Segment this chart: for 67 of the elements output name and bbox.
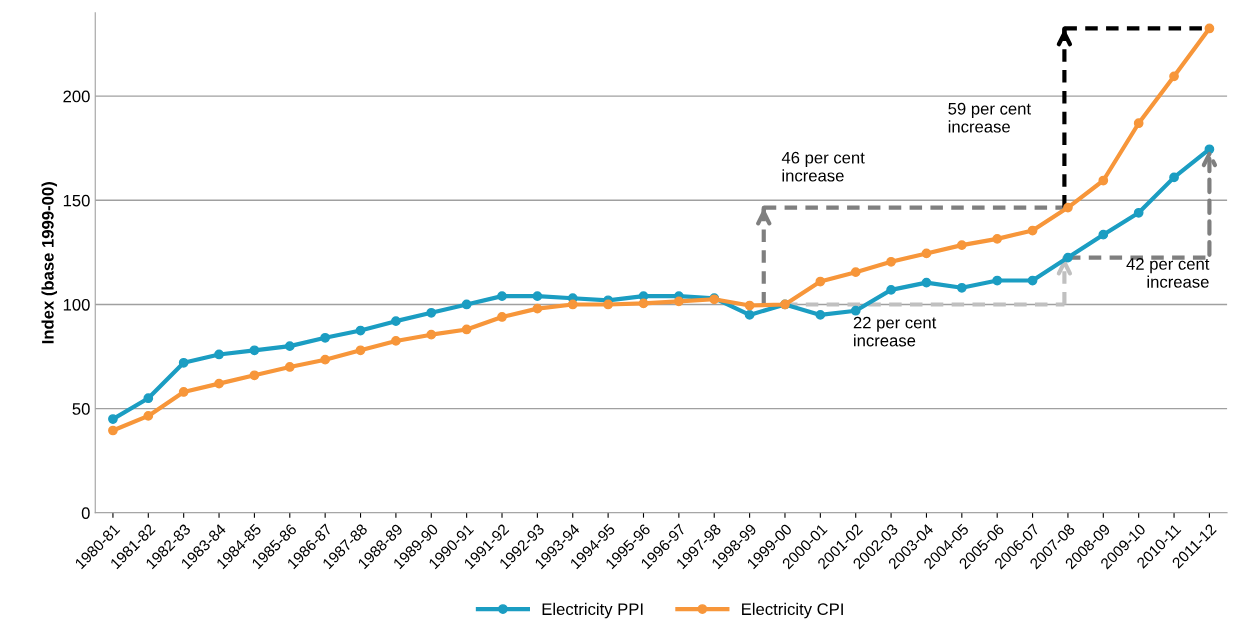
point (355, 345, 366, 356)
annotation: 46 per cent increase (781, 151, 865, 182)
point (532, 291, 543, 302)
point (143, 411, 154, 421)
legend-label: Electricity PPI (542, 602, 643, 619)
point (426, 307, 437, 318)
point (638, 298, 649, 309)
point (284, 362, 295, 372)
point (1063, 202, 1073, 213)
point (886, 256, 896, 267)
point (850, 305, 861, 316)
point (744, 300, 755, 311)
point (850, 267, 861, 278)
point (497, 291, 507, 302)
point (992, 275, 1003, 286)
point (178, 357, 189, 368)
point (1027, 225, 1038, 236)
annotation: 42 per cent increase (1126, 258, 1210, 288)
point (886, 285, 896, 295)
point (956, 240, 967, 250)
y-tick-label: 0 (81, 507, 90, 519)
y-tick-label: 200 (63, 90, 90, 103)
point (673, 296, 684, 307)
y-tick-label: 50 (72, 403, 90, 415)
point (1169, 71, 1179, 82)
point (815, 310, 826, 320)
point (108, 414, 118, 424)
point (603, 299, 613, 310)
point (744, 310, 755, 320)
y-tick-label: 150 (63, 194, 90, 207)
point (461, 324, 472, 335)
annotation: 59 per cent increase (948, 102, 1031, 133)
point (921, 277, 932, 288)
point (284, 341, 295, 352)
point (1133, 118, 1144, 129)
point (1204, 23, 1215, 34)
point (108, 425, 118, 436)
point (249, 345, 260, 356)
point (391, 316, 401, 327)
point (391, 336, 401, 346)
annotation: 22 per cent increase (853, 316, 937, 347)
point (461, 299, 472, 310)
point (956, 282, 967, 293)
point (214, 349, 224, 360)
point (815, 276, 826, 287)
y-tick-label: 100 (63, 298, 90, 311)
point (532, 303, 543, 314)
point (249, 370, 260, 381)
point (567, 299, 578, 310)
point (320, 332, 331, 343)
point (497, 312, 507, 322)
point (178, 387, 189, 397)
point (1063, 252, 1073, 263)
y-axis-title: Index (base 1999-00) (41, 182, 58, 344)
point (1169, 172, 1179, 183)
point (143, 393, 154, 404)
point (1098, 175, 1109, 186)
point (992, 233, 1003, 244)
point (1133, 207, 1144, 218)
legend-label: Electricity CPI (742, 602, 843, 619)
point (921, 248, 932, 259)
point (1098, 229, 1109, 240)
point (214, 378, 224, 389)
point (355, 325, 366, 336)
point (426, 329, 437, 340)
point (320, 354, 331, 365)
point (1027, 275, 1038, 286)
